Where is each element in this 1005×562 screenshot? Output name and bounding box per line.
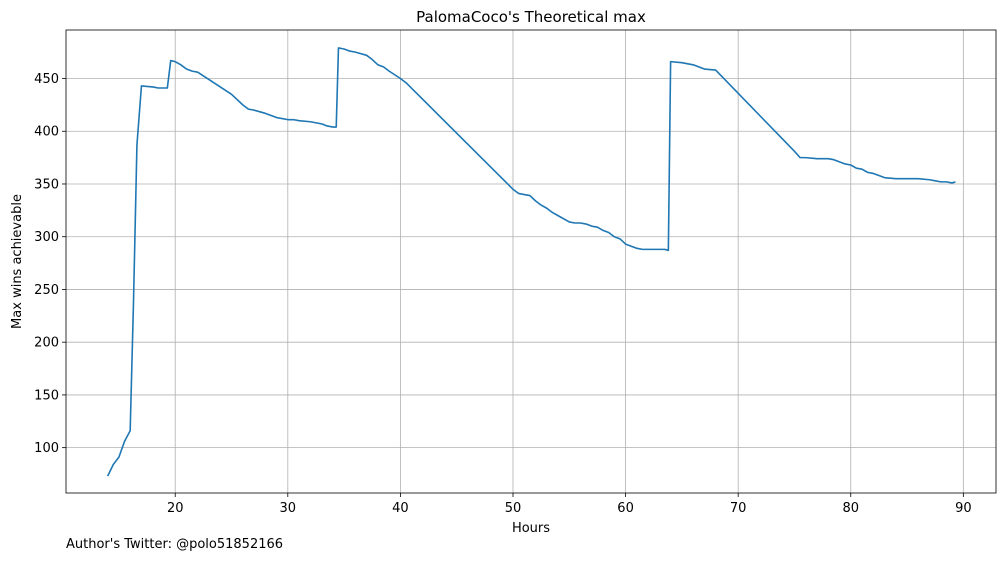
x-tick-label: 70 — [730, 501, 747, 516]
series-line — [106, 47, 956, 477]
author-twitter-note: Author's Twitter: @polo51852166 — [66, 537, 284, 552]
y-tick-label: 150 — [34, 388, 59, 403]
x-tick-label: 40 — [392, 501, 409, 516]
x-axis-title: Hours — [512, 521, 550, 536]
x-tick-label: 20 — [167, 501, 184, 516]
plot-frame — [65, 29, 997, 494]
y-axis-title: Max wins achievable — [10, 194, 25, 329]
x-tick-label: 30 — [280, 501, 297, 516]
grid — [66, 30, 996, 493]
chart-title: PalomaCoco's Theoretical max — [416, 8, 646, 26]
y-tick-label: 400 — [34, 125, 59, 140]
y-tick-label: 300 — [34, 230, 59, 245]
y-tick-label: 350 — [34, 177, 59, 192]
y-tick-label: 450 — [34, 72, 59, 87]
x-tick-label: 80 — [842, 501, 859, 516]
x-tick-label: 60 — [617, 501, 634, 516]
x-tick-label: 50 — [505, 501, 522, 516]
x-tick-label: 90 — [955, 501, 972, 516]
y-tick-label: 200 — [34, 336, 59, 351]
y-tick-label: 250 — [34, 283, 59, 298]
series-layer — [106, 47, 956, 477]
ticks: 20 30 40 50 60 70 80 90 100 150 200 250 300 350 400 450 — [34, 72, 971, 516]
y-tick-label: 100 — [34, 441, 59, 456]
